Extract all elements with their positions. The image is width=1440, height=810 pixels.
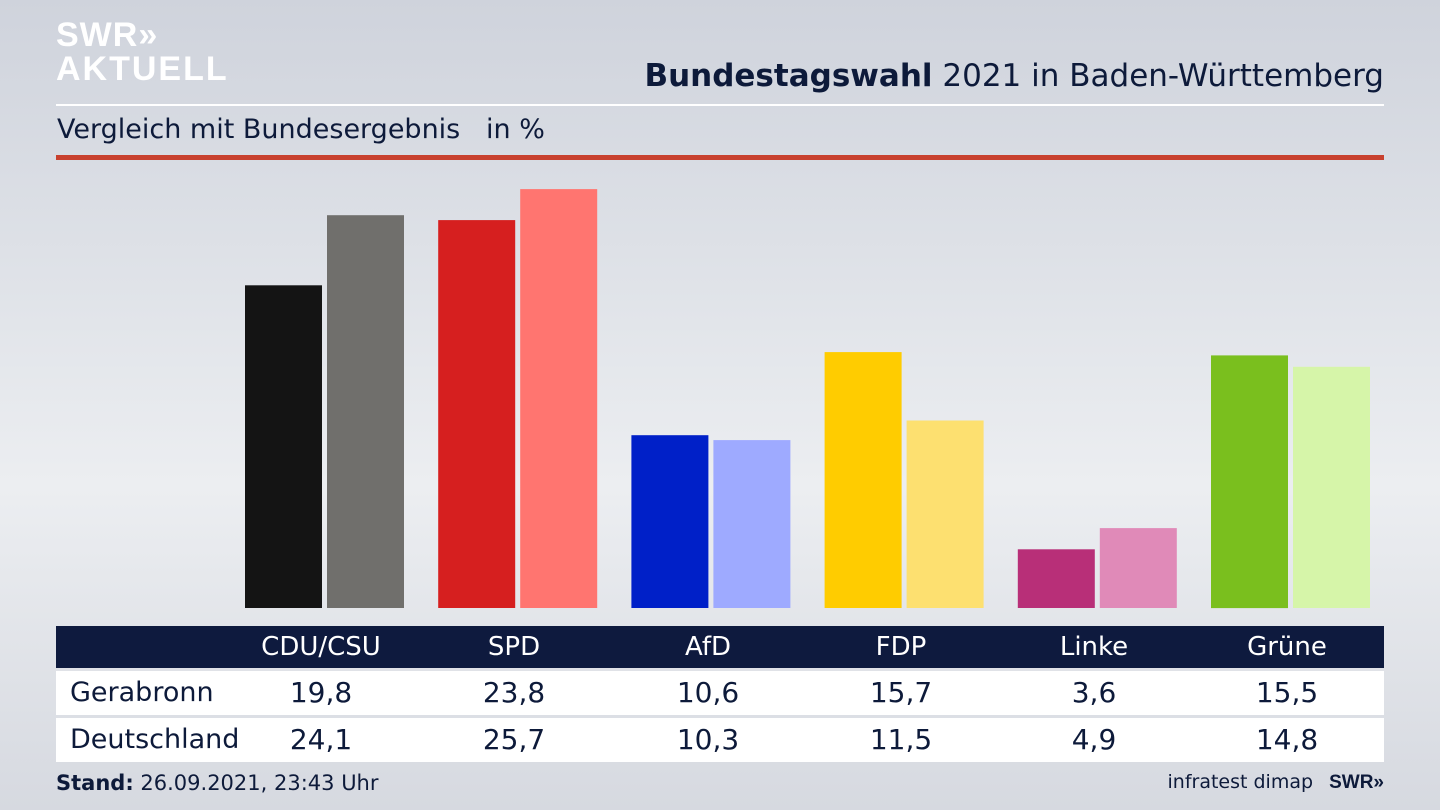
subtitle-divider <box>56 155 1384 160</box>
bar-linke-deutschland <box>1099 528 1177 608</box>
bar-cdu-csu-deutschland <box>327 215 404 608</box>
category-label: AfD <box>684 632 732 662</box>
bar-linke-gerabronn <box>1017 549 1095 608</box>
source-label: infratest dimap <box>1167 771 1314 793</box>
row-label: Deutschland <box>70 724 240 755</box>
table-row: Gerabronn 19,8 23,8 10,6 15,7 3,6 15,5 <box>56 671 1384 715</box>
value-cell: 4,9 <box>1071 723 1117 756</box>
value-cell: 11,5 <box>869 723 933 756</box>
title-divider <box>56 104 1384 106</box>
chart-title-bold: Bundestagswahl <box>644 58 933 94</box>
timestamp: Stand: 26.09.2021, 23:43 Uhr <box>56 771 379 795</box>
value-cell: 23,8 <box>482 676 546 709</box>
value-cell: 3,6 <box>1071 676 1117 709</box>
chart-title: Bundestagswahl 2021 in Baden-Württemberg <box>644 58 1384 94</box>
source-credit: infratest dimap SWR» <box>1168 771 1385 794</box>
category-label: FDP <box>875 632 927 662</box>
bar-gr-ne-deutschland <box>1293 366 1370 608</box>
logo-line-2: AKTUELL <box>56 50 229 88</box>
bar-spd-deutschland <box>520 189 598 608</box>
value-cell: 19,8 <box>289 676 353 709</box>
bar-afd-deutschland <box>713 440 791 608</box>
bar-fdp-gerabronn <box>824 352 902 608</box>
value-cell: 15,5 <box>1255 676 1319 709</box>
value-cell: 25,7 <box>482 723 546 756</box>
value-cell: 24,1 <box>289 723 353 756</box>
swr-footer-logo: SWR» <box>1329 772 1384 793</box>
timestamp-value: 26.09.2021, 23:43 Uhr <box>140 771 379 795</box>
swr-aktuell-logo: SWR» AKTUELL <box>56 18 229 86</box>
value-cell: 15,7 <box>869 676 933 709</box>
timestamp-label: Stand: <box>56 771 134 795</box>
table-row: Deutschland 24,1 25,7 10,3 11,5 4,9 14,8 <box>56 718 1384 762</box>
row-label: Gerabronn <box>70 677 214 708</box>
table-header: CDU/CSU SPD AfD FDP Linke Grüne <box>56 626 1384 668</box>
category-label: CDU/CSU <box>261 632 381 662</box>
category-label: Grüne <box>1247 632 1327 662</box>
value-cell: 10,3 <box>676 723 740 756</box>
bar-spd-gerabronn <box>438 220 516 608</box>
bar-fdp-deutschland <box>906 420 984 608</box>
chart-subtitle: Vergleich mit Bundesergebnis in % <box>57 114 545 145</box>
value-cell: 10,6 <box>676 676 740 709</box>
bar-afd-gerabronn <box>631 435 709 608</box>
category-label: Linke <box>1059 632 1129 662</box>
bar-cdu-csu-gerabronn <box>245 285 322 608</box>
value-cell: 14,8 <box>1255 723 1319 756</box>
logo-line-1: SWR» <box>56 16 159 54</box>
bar-gr-ne-gerabronn <box>1211 355 1288 609</box>
category-label: SPD <box>487 632 541 662</box>
results-table: CDU/CSU SPD AfD FDP Linke Grüne Gerabron… <box>56 626 1384 762</box>
chart-title-rest: 2021 in Baden-Württemberg <box>942 58 1384 94</box>
